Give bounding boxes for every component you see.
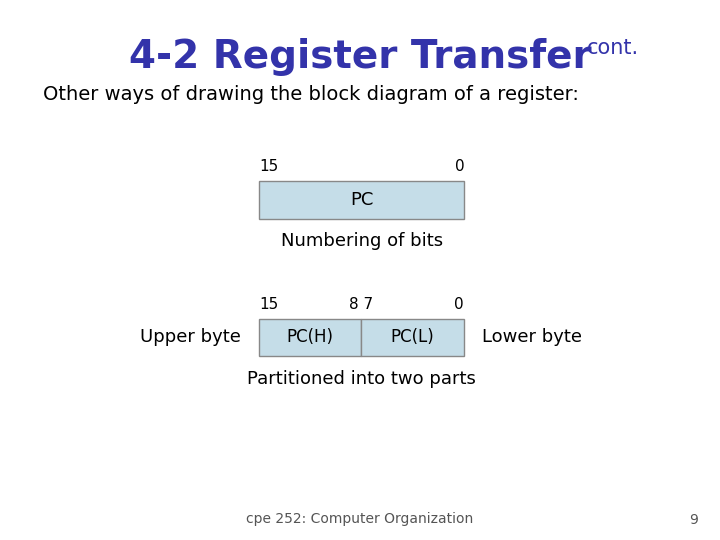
Text: PC: PC bbox=[350, 191, 374, 209]
Text: cont.: cont. bbox=[587, 37, 639, 58]
Text: 4-2 Register Transfer: 4-2 Register Transfer bbox=[129, 38, 591, 76]
FancyBboxPatch shape bbox=[259, 319, 361, 356]
Text: PC(H): PC(H) bbox=[287, 328, 334, 347]
Text: cpe 252: Computer Organization: cpe 252: Computer Organization bbox=[246, 512, 474, 526]
FancyBboxPatch shape bbox=[259, 181, 464, 219]
Text: Lower byte: Lower byte bbox=[482, 328, 582, 347]
FancyBboxPatch shape bbox=[361, 319, 464, 356]
Text: 0: 0 bbox=[454, 297, 464, 312]
Text: 15: 15 bbox=[259, 159, 279, 174]
Text: Upper byte: Upper byte bbox=[140, 328, 241, 347]
Text: 15: 15 bbox=[259, 297, 279, 312]
Text: Partitioned into two parts: Partitioned into two parts bbox=[247, 370, 476, 388]
Text: PC(L): PC(L) bbox=[391, 328, 434, 347]
Text: 8 7: 8 7 bbox=[349, 297, 374, 312]
Text: Other ways of drawing the block diagram of a register:: Other ways of drawing the block diagram … bbox=[43, 85, 579, 104]
Text: 9: 9 bbox=[690, 512, 698, 526]
Text: Numbering of bits: Numbering of bits bbox=[281, 232, 443, 250]
Text: 0: 0 bbox=[455, 159, 464, 174]
